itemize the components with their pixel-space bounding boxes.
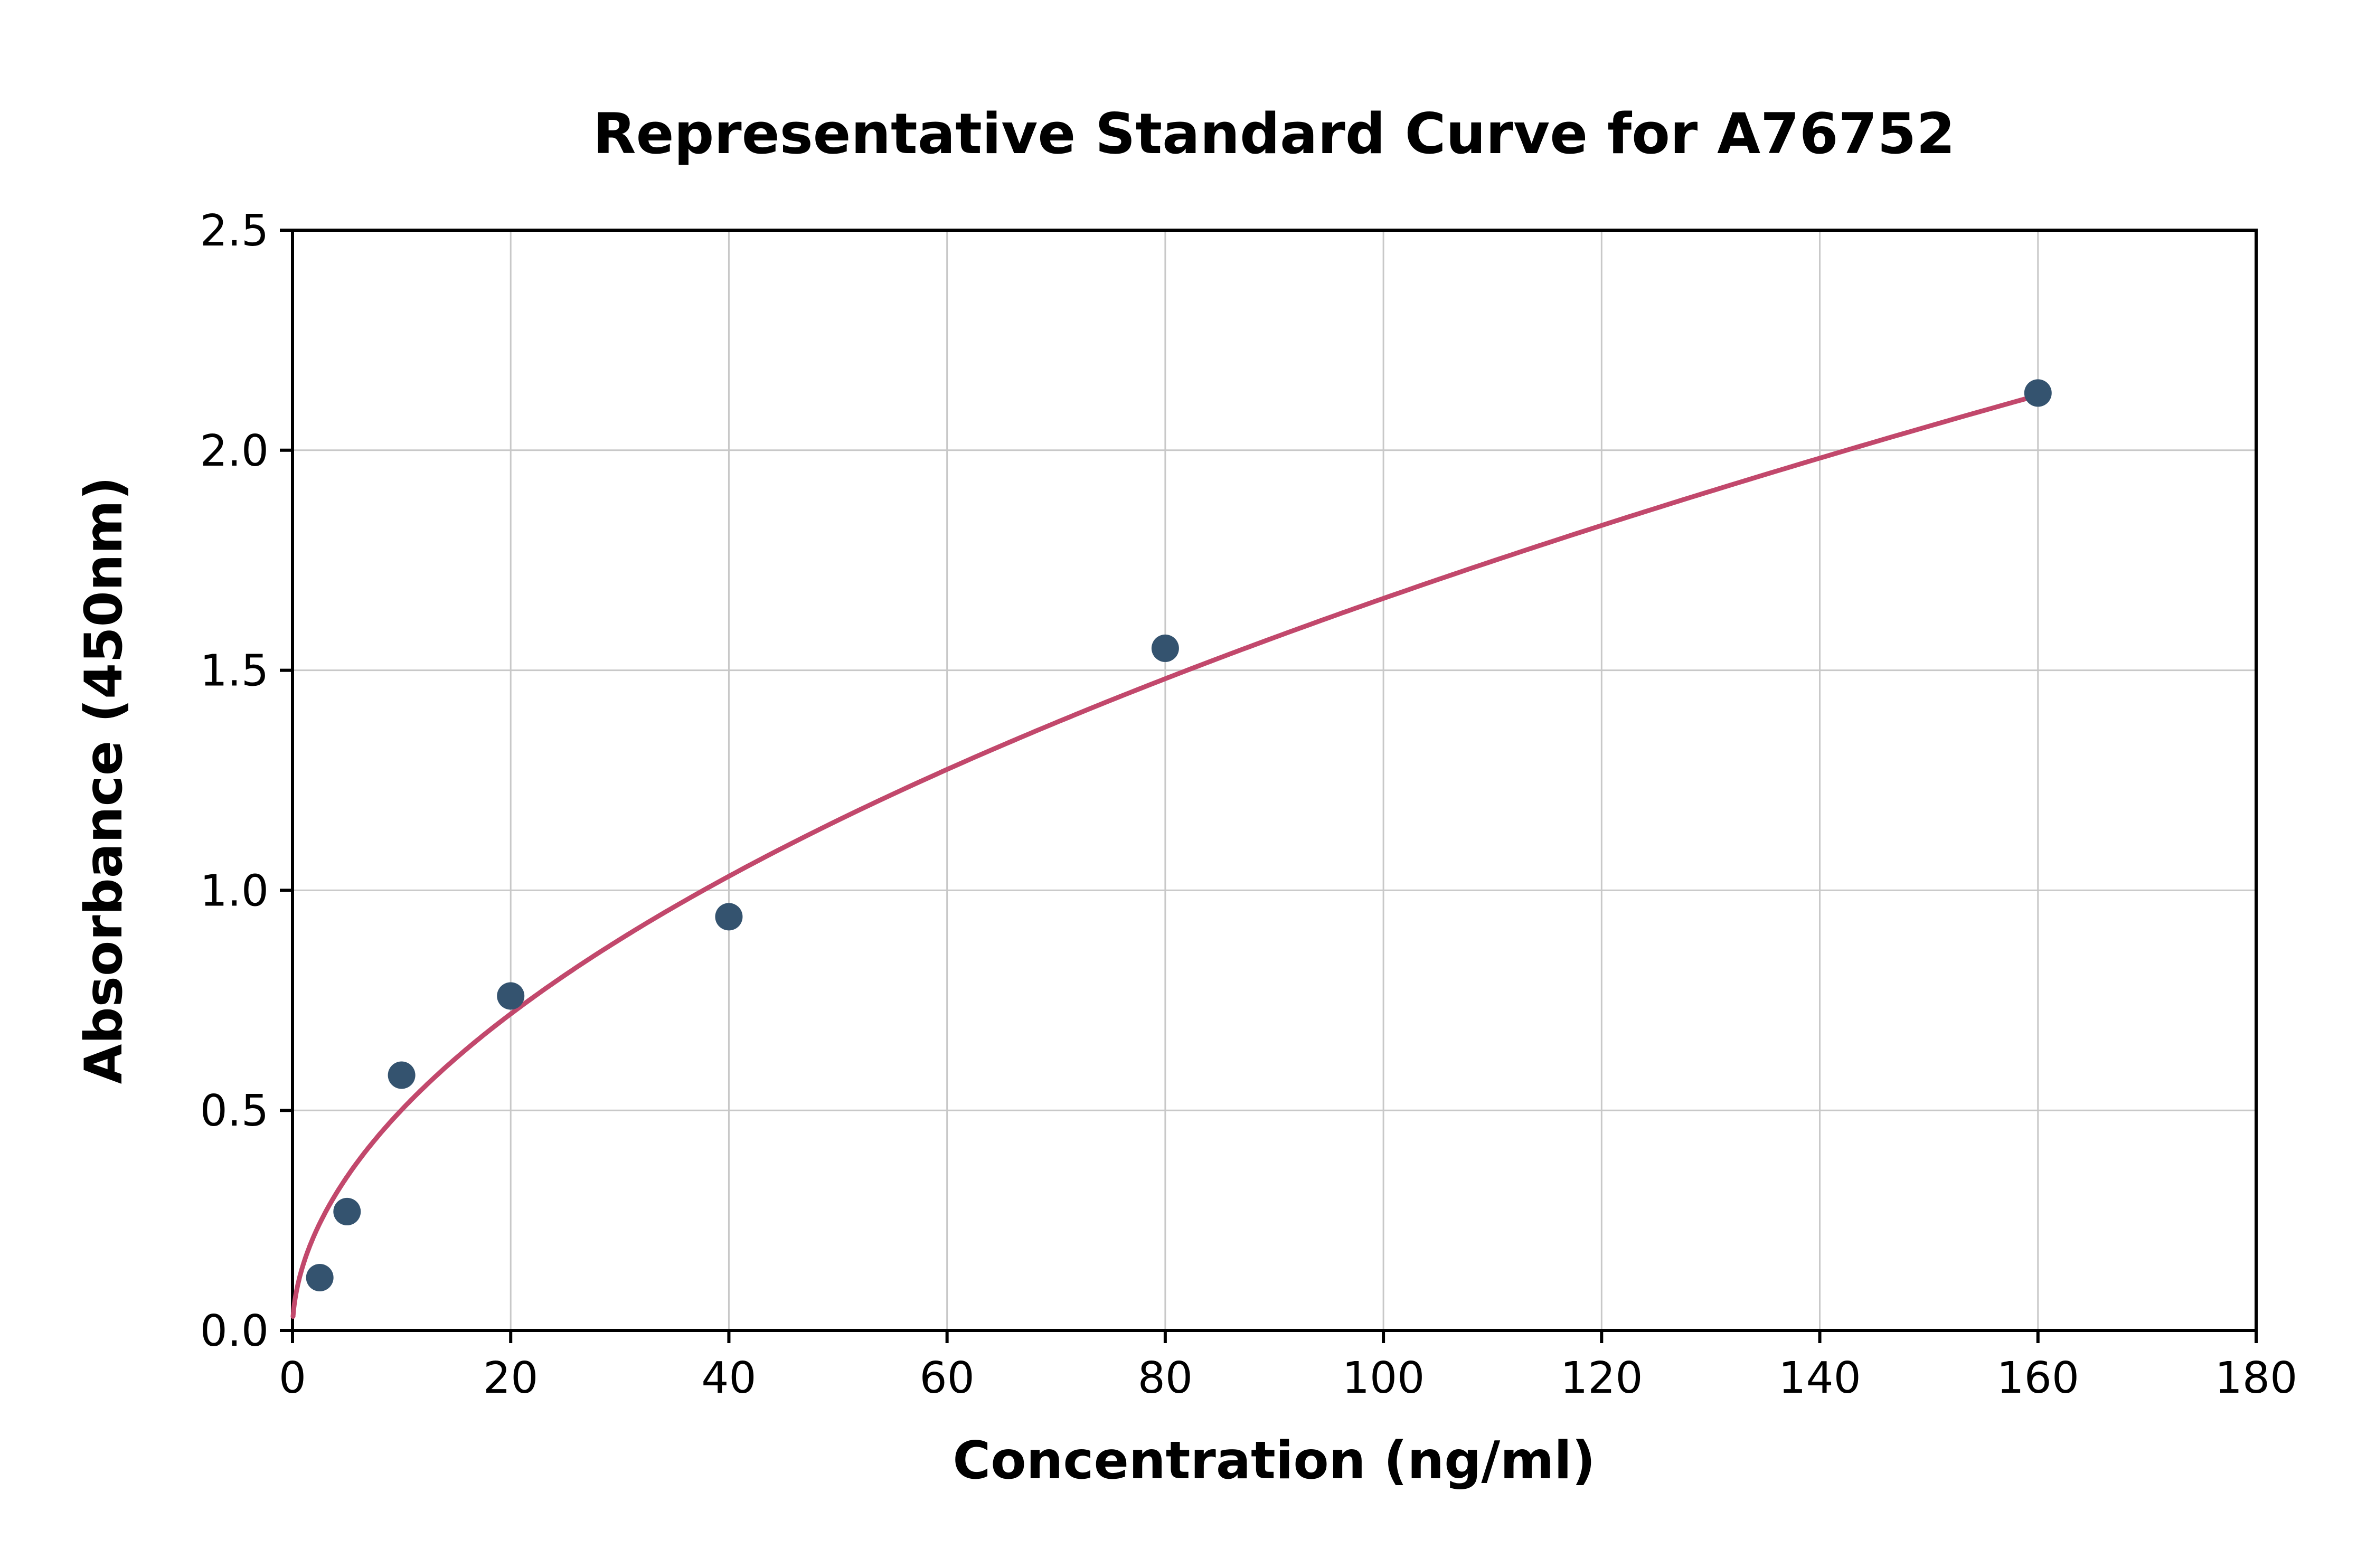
x-tick-label: 180 [2215, 1353, 2298, 1403]
x-tick-label: 100 [1342, 1353, 1425, 1403]
fit-curve [290, 393, 2041, 1319]
x-tick-label: 160 [1997, 1353, 2080, 1403]
x-tick-label: 80 [1138, 1353, 1193, 1403]
axes-spines [291, 229, 2258, 1332]
y-tick-label: 2.5 [200, 206, 269, 256]
data-point-layer [306, 379, 2052, 1291]
data-point [497, 982, 525, 1010]
x-tick-label: 60 [919, 1353, 974, 1403]
y-tick-label: 1.5 [200, 646, 269, 696]
data-point [715, 903, 743, 931]
data-point [333, 1197, 361, 1225]
x-tick-label: 20 [483, 1353, 538, 1403]
tick-layer: 0 20 40 60 80 100 120 140 160 180 0.0 0.5 1.0 1.5 2.0 2… [200, 206, 2298, 1403]
data-point [2024, 379, 2052, 407]
fit-curve-layer [290, 393, 2041, 1319]
data-point [1151, 634, 1179, 662]
x-tick-label: 40 [701, 1353, 756, 1403]
x-axis-label: Concentration (ng/ml) [953, 1431, 1595, 1491]
y-axis-label: Absorbance (450nm) [74, 477, 134, 1084]
x-tick-label: 0 [279, 1353, 306, 1403]
axes-box [291, 229, 2258, 1332]
data-point [388, 1061, 416, 1089]
y-tick-label: 0.5 [200, 1086, 269, 1136]
data-point [306, 1263, 334, 1291]
x-tick-label: 140 [1778, 1353, 1861, 1403]
y-tick-label: 2.0 [200, 426, 269, 476]
y-tick-label: 1.0 [200, 866, 269, 916]
y-tick-label: 0.0 [200, 1306, 269, 1356]
x-tick-label: 120 [1560, 1353, 1643, 1403]
chart-title: Representative Standard Curve for A76752 [593, 101, 1955, 166]
